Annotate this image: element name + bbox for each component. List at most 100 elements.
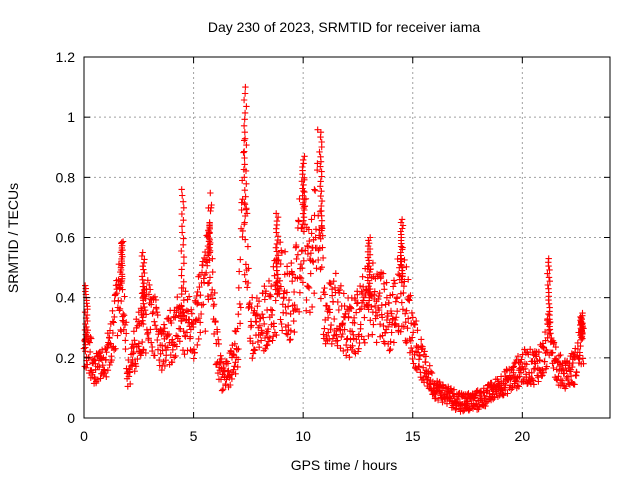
data-point bbox=[172, 352, 179, 360]
data-point bbox=[112, 345, 119, 352]
data-point bbox=[231, 363, 238, 370]
data-point bbox=[110, 319, 117, 326]
data-point bbox=[294, 251, 302, 258]
data-point bbox=[304, 243, 312, 250]
data-point bbox=[544, 281, 551, 289]
data-point bbox=[312, 234, 319, 241]
data-point bbox=[147, 326, 154, 333]
data-point bbox=[224, 368, 231, 375]
data-point bbox=[234, 363, 241, 371]
data-point bbox=[82, 282, 89, 289]
data-point bbox=[405, 315, 412, 322]
data-point bbox=[545, 285, 552, 292]
data-point bbox=[302, 247, 309, 254]
data-point bbox=[241, 174, 248, 181]
data-point bbox=[404, 325, 411, 332]
chart-title: Day 230 of 2023, SRMTID for receiver iam… bbox=[208, 19, 481, 35]
data-point bbox=[346, 354, 353, 361]
data-point bbox=[180, 278, 187, 285]
data-point bbox=[273, 240, 281, 248]
data-point bbox=[393, 314, 400, 321]
data-point bbox=[273, 217, 281, 225]
data-point bbox=[399, 246, 406, 253]
data-point bbox=[364, 265, 372, 273]
data-point bbox=[510, 363, 517, 370]
data-point bbox=[139, 249, 146, 256]
data-point bbox=[98, 346, 106, 353]
data-point bbox=[376, 289, 383, 297]
data-point bbox=[274, 252, 282, 259]
data-point bbox=[402, 310, 409, 317]
data-point bbox=[360, 283, 367, 290]
data-point bbox=[239, 233, 246, 241]
data-point bbox=[527, 380, 535, 387]
data-point bbox=[233, 346, 241, 353]
data-point bbox=[380, 322, 387, 330]
data-point bbox=[195, 315, 203, 322]
data-point bbox=[178, 303, 185, 310]
data-point bbox=[160, 328, 167, 335]
data-point bbox=[408, 309, 416, 317]
data-point bbox=[310, 258, 317, 266]
data-point bbox=[519, 351, 526, 358]
data-point bbox=[251, 346, 259, 354]
data-point bbox=[264, 341, 271, 349]
data-point bbox=[210, 330, 218, 338]
data-point bbox=[188, 306, 195, 313]
data-point bbox=[249, 350, 257, 357]
data-point bbox=[513, 377, 520, 384]
data-point bbox=[183, 329, 191, 336]
data-point bbox=[106, 334, 113, 342]
data-point bbox=[393, 294, 401, 301]
data-point bbox=[333, 332, 340, 340]
data-point bbox=[84, 303, 91, 310]
data-point bbox=[545, 274, 553, 281]
data-point bbox=[207, 189, 214, 197]
data-point bbox=[195, 335, 202, 343]
data-point bbox=[516, 373, 523, 380]
data-point bbox=[361, 314, 368, 321]
axis-ticks bbox=[83, 56, 610, 419]
data-point bbox=[397, 328, 404, 335]
data-point bbox=[214, 328, 221, 336]
data-point bbox=[173, 343, 180, 350]
data-point bbox=[319, 254, 327, 262]
y-tick-label: 1.2 bbox=[56, 49, 76, 65]
data-point bbox=[153, 304, 160, 311]
data-point bbox=[159, 347, 166, 354]
data-point bbox=[530, 381, 538, 388]
data-point bbox=[178, 210, 186, 218]
data-point bbox=[349, 342, 356, 349]
data-point bbox=[528, 369, 535, 376]
data-point bbox=[257, 315, 264, 322]
data-point bbox=[397, 249, 404, 256]
data-point bbox=[415, 344, 422, 351]
data-point bbox=[228, 375, 236, 383]
data-point bbox=[369, 331, 376, 338]
data-point bbox=[225, 367, 232, 374]
data-point bbox=[172, 313, 179, 320]
y-tick-label: 1 bbox=[67, 109, 75, 125]
data-point bbox=[263, 329, 270, 337]
data-point bbox=[224, 360, 232, 367]
data-point bbox=[148, 339, 155, 346]
data-point bbox=[557, 376, 564, 384]
y-tick-label: 0.2 bbox=[56, 350, 76, 366]
data-point bbox=[154, 346, 162, 353]
data-point bbox=[325, 329, 332, 336]
data-point bbox=[193, 300, 201, 308]
data-point bbox=[318, 202, 325, 210]
data-point bbox=[230, 366, 237, 373]
data-point bbox=[295, 308, 303, 315]
data-point bbox=[550, 364, 557, 372]
data-point bbox=[249, 340, 256, 347]
data-point bbox=[579, 312, 586, 319]
data-point bbox=[146, 281, 153, 289]
data-point bbox=[571, 381, 578, 388]
data-point bbox=[151, 352, 158, 359]
data-point bbox=[541, 328, 549, 336]
data-point bbox=[135, 340, 142, 347]
data-point bbox=[251, 307, 258, 314]
data-point bbox=[326, 279, 334, 287]
